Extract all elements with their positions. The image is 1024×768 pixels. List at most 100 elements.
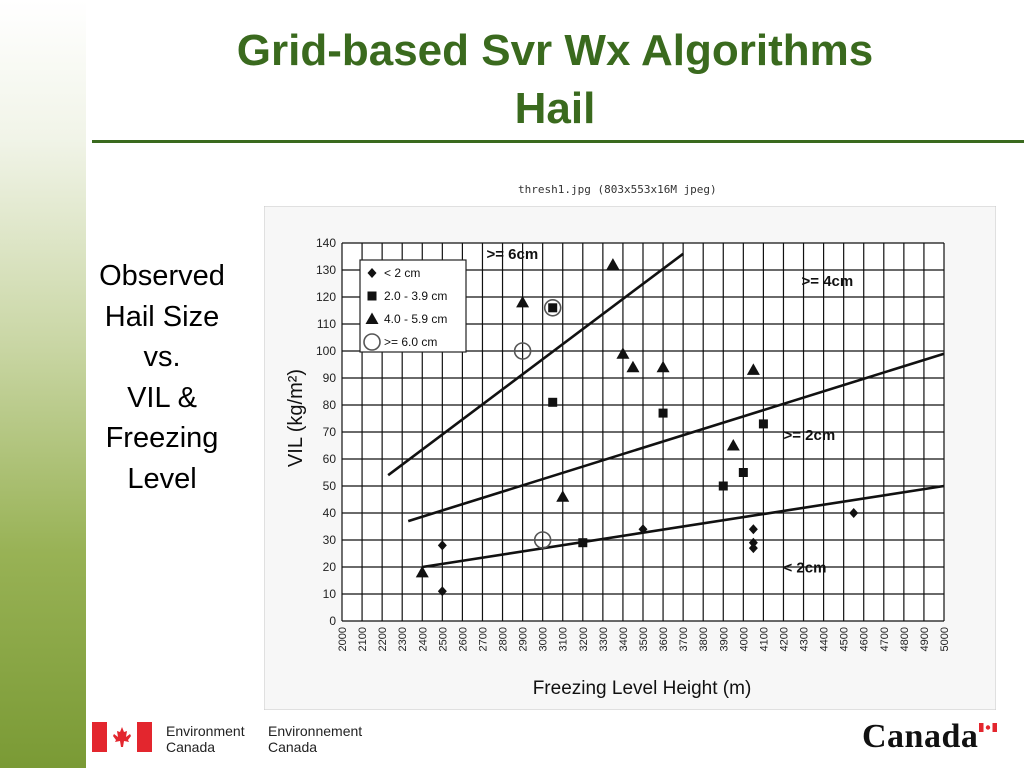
canada-wordmark: Canada xyxy=(862,718,979,755)
data-point-triangle xyxy=(626,360,640,373)
x-tick-label: 3500 xyxy=(638,627,650,651)
x-tick-label: 4800 xyxy=(899,627,911,651)
side-text-line-5: Freezing xyxy=(105,422,219,454)
data-point-diamond xyxy=(437,540,447,551)
legend-label: 2.0 - 3.9 cm xyxy=(384,289,447,303)
y-tick-label: 120 xyxy=(316,290,336,304)
data-point-square xyxy=(548,303,558,313)
data-point-diamond xyxy=(748,543,758,554)
x-tick-label: 3900 xyxy=(718,627,730,651)
legend-marker-square xyxy=(367,291,377,301)
legend-label: >= 6.0 cm xyxy=(384,335,437,349)
threshold-label: >= 2cm xyxy=(783,427,835,444)
y-tick-label: 100 xyxy=(316,344,336,358)
dept-name-fr-line2: Canada xyxy=(268,739,318,755)
slide-subtitle: Hail xyxy=(514,84,596,133)
hail-scatter-chart: >= 6cm >= 4cm >= 2cm < 2cm 2000 2100 2200 2300… xyxy=(264,206,996,710)
x-tick-label: 2400 xyxy=(417,627,429,651)
threshold-line xyxy=(387,252,684,477)
data-point-square xyxy=(548,397,558,407)
side-text-line-3: vs. xyxy=(143,341,181,373)
dept-name-en-line1: Environment xyxy=(166,723,245,739)
y-tick-label: 60 xyxy=(323,452,337,466)
data-point-triangle xyxy=(606,258,620,270)
x-tick-label: 4200 xyxy=(778,627,790,651)
threshold-label: >= 6cm xyxy=(486,246,538,263)
data-point-triangle xyxy=(656,360,670,373)
slide-title: Grid-based Svr Wx Algorithms xyxy=(236,26,874,75)
x-tick-label: 2500 xyxy=(437,627,449,651)
legend-marker-diamond xyxy=(367,268,377,278)
x-tick-label: 3400 xyxy=(618,627,630,651)
legend-marker-triangle xyxy=(365,312,379,324)
threshold-line xyxy=(407,352,945,523)
x-tick-label: 2200 xyxy=(377,627,389,651)
x-tick-label: 2000 xyxy=(337,627,349,651)
y-tick-label: 70 xyxy=(323,425,337,439)
threshold-label: >= 4cm xyxy=(802,273,854,290)
threshold-label: < 2cm xyxy=(783,559,826,576)
x-tick-label: 4000 xyxy=(738,627,750,651)
data-point-triangle xyxy=(616,347,630,359)
y-axis-title: VIL (kg/m²) xyxy=(285,369,307,467)
data-point-square xyxy=(658,408,668,418)
data-point-circle xyxy=(533,531,552,549)
decorative-sidebar-gradient xyxy=(0,0,86,768)
data-point-square xyxy=(578,538,588,548)
data-point-triangle xyxy=(415,565,429,578)
x-tick-label: 3700 xyxy=(678,627,690,651)
data-point-diamond xyxy=(437,586,447,597)
side-description: Observed Hail Size vs. VIL & Freezing Le… xyxy=(86,256,238,499)
title-divider xyxy=(92,140,1024,143)
threshold-line xyxy=(422,484,945,569)
data-point-square xyxy=(718,481,728,491)
side-text-line-2: Hail Size xyxy=(104,300,220,333)
x-tick-label: 2600 xyxy=(457,627,469,651)
x-tick-label: 3600 xyxy=(658,627,670,651)
side-text-line-1: Observed xyxy=(99,260,225,292)
x-tick-label: 3300 xyxy=(598,627,610,651)
data-point-square xyxy=(758,419,768,429)
x-tick-label: 4900 xyxy=(919,627,931,651)
data-point-diamond xyxy=(849,508,859,518)
y-tick-label: 80 xyxy=(323,398,337,412)
data-point-diamond xyxy=(638,524,648,535)
canada-flag-icon xyxy=(92,722,152,752)
x-tick-label: 2800 xyxy=(498,627,510,651)
x-tick-label: 3800 xyxy=(698,627,710,651)
y-tick-label: 130 xyxy=(316,263,336,277)
y-tick-label: 40 xyxy=(323,506,337,520)
x-tick-label: 4700 xyxy=(879,627,891,651)
legend-marker-circle xyxy=(363,333,381,351)
x-tick-label: 2100 xyxy=(357,627,369,651)
y-tick-label: 30 xyxy=(323,533,337,547)
dept-name-fr-line1: Environnement xyxy=(268,723,363,739)
y-tick-label: 50 xyxy=(323,479,337,493)
data-point-circle xyxy=(513,342,532,360)
data-point-diamond xyxy=(748,524,758,535)
side-text-line-6: Level xyxy=(127,462,197,495)
data-point-triangle xyxy=(556,490,570,502)
image-caption: thresh1.jpg (803x553x16M jpeg) xyxy=(518,183,717,196)
data-point-triangle xyxy=(516,295,530,308)
x-tick-label: 5000 xyxy=(939,627,951,651)
x-tick-label: 3100 xyxy=(558,627,570,651)
x-axis-title: Freezing Level Height (m) xyxy=(533,678,752,699)
legend-label: < 2 cm xyxy=(384,266,420,280)
y-tick-label: 110 xyxy=(317,317,336,331)
data-point-square xyxy=(738,468,748,477)
y-tick-label: 90 xyxy=(323,371,337,385)
y-tick-label: 20 xyxy=(323,560,337,574)
canada-wordmark-flag-icon xyxy=(979,723,997,732)
data-point-circle xyxy=(543,299,562,317)
x-tick-label: 4300 xyxy=(799,627,811,651)
y-tick-label: 0 xyxy=(329,614,336,628)
x-tick-label: 4400 xyxy=(819,627,831,651)
x-tick-label: 4600 xyxy=(859,627,871,651)
data-point-triangle xyxy=(726,439,740,451)
x-tick-label: 2700 xyxy=(477,627,489,651)
y-tick-label: 10 xyxy=(323,587,337,601)
data-point-diamond xyxy=(748,537,758,548)
x-tick-label: 2300 xyxy=(397,627,409,651)
x-tick-label: 3000 xyxy=(538,627,550,651)
